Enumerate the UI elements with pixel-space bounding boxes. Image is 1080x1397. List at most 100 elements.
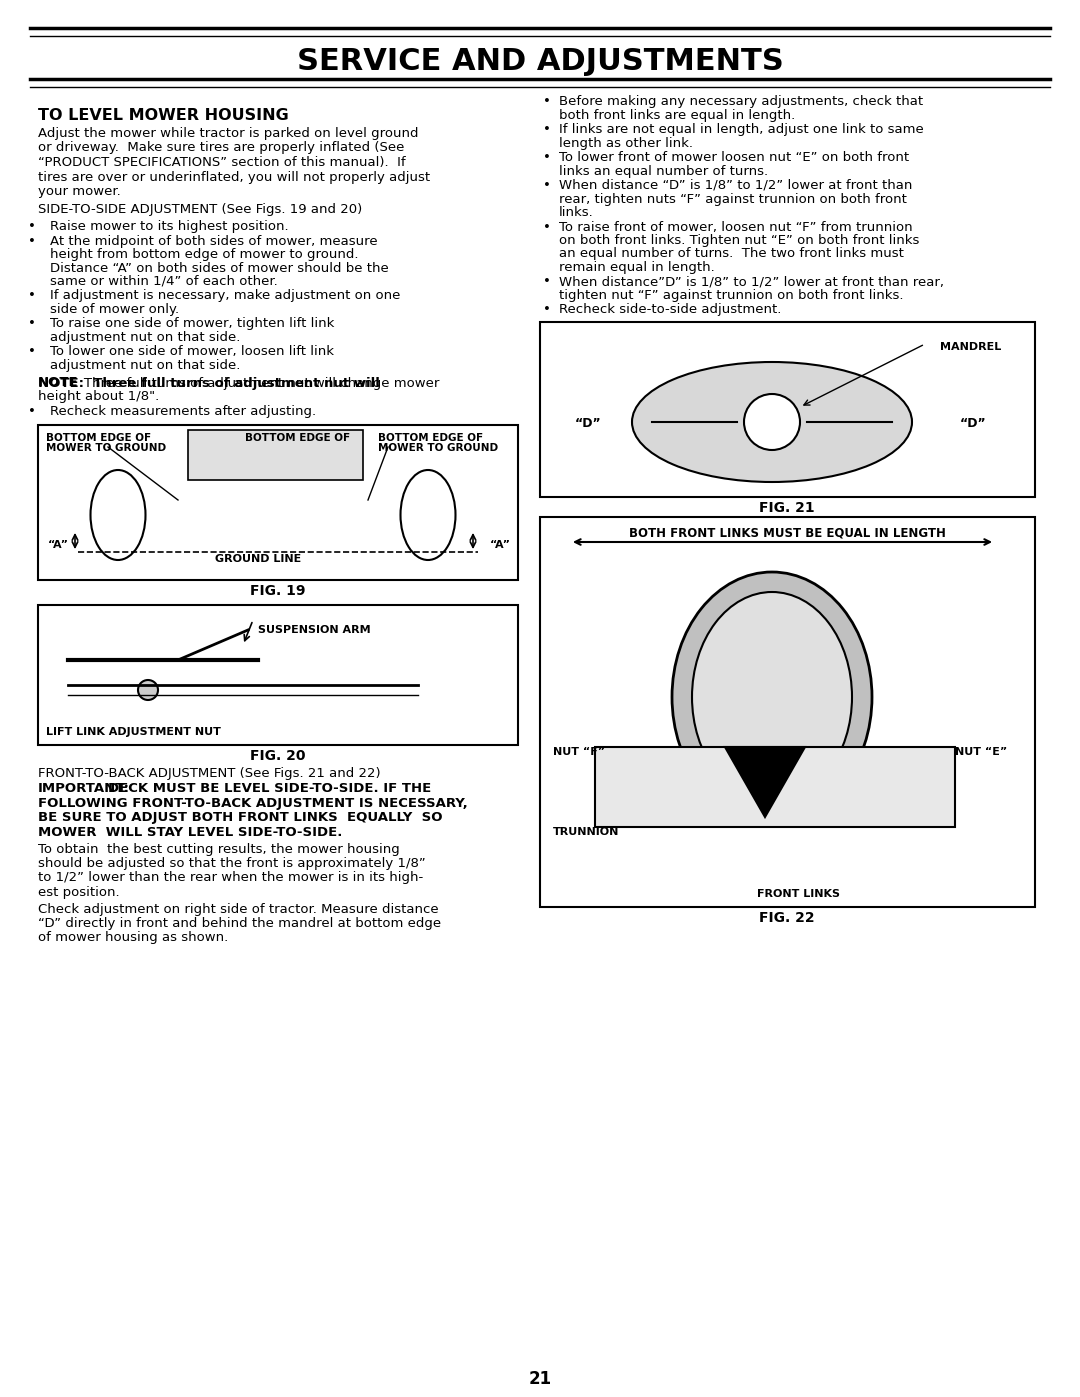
Text: •: •: [543, 151, 551, 163]
Text: BE SURE TO ADJUST BOTH FRONT LINKS  EQUALLY  SO: BE SURE TO ADJUST BOTH FRONT LINKS EQUAL…: [38, 812, 443, 824]
Text: TRUNNION: TRUNNION: [553, 827, 619, 837]
Text: NUT “F”: NUT “F”: [553, 747, 605, 757]
Text: SIDE-TO-SIDE ADJUSTMENT (See Figs. 19 and 20): SIDE-TO-SIDE ADJUSTMENT (See Figs. 19 an…: [38, 204, 362, 217]
Text: To lower front of mower loosen nut “E” on both front: To lower front of mower loosen nut “E” o…: [559, 151, 909, 163]
Text: FRONT LINKS: FRONT LINKS: [757, 888, 840, 900]
Text: To raise one side of mower, tighten lift link: To raise one side of mower, tighten lift…: [50, 317, 335, 331]
Text: to 1/2” lower than the rear when the mower is in its high-: to 1/2” lower than the rear when the mow…: [38, 872, 423, 884]
Text: DECK MUST BE LEVEL SIDE-TO-SIDE. IF THE: DECK MUST BE LEVEL SIDE-TO-SIDE. IF THE: [108, 782, 431, 795]
Text: When distance”D” is 1/8” to 1/2” lower at front than rear,: When distance”D” is 1/8” to 1/2” lower a…: [559, 275, 944, 289]
Text: or driveway.  Make sure tires are properly inflated (See: or driveway. Make sure tires are properl…: [38, 141, 404, 155]
Text: •: •: [28, 235, 36, 247]
Bar: [595, 747, 955, 827]
Text: •: •: [543, 221, 551, 233]
Text: IMPORTANT:: IMPORTANT:: [38, 782, 130, 795]
Text: •: •: [543, 303, 551, 317]
Circle shape: [138, 680, 158, 700]
Text: If adjustment is necessary, make adjustment on one: If adjustment is necessary, make adjustm…: [50, 289, 401, 303]
Text: of mower housing as shown.: of mower housing as shown.: [38, 932, 228, 944]
Text: length as other link.: length as other link.: [559, 137, 693, 149]
Text: •: •: [543, 179, 551, 191]
Text: •: •: [28, 317, 36, 331]
Text: •: •: [543, 275, 551, 289]
Bar: [38, 605, 518, 745]
Text: BOTH FRONT LINKS MUST BE EQUAL IN LENGTH: BOTH FRONT LINKS MUST BE EQUAL IN LENGTH: [629, 527, 945, 541]
Text: BOTTOM EDGE OF: BOTTOM EDGE OF: [245, 433, 351, 443]
Text: same or within 1/4” of each other.: same or within 1/4” of each other.: [50, 275, 278, 288]
Text: NOTE: NOTE: [38, 377, 79, 390]
Text: FIG. 21: FIG. 21: [759, 502, 814, 515]
Text: tighten nut “F” against trunnion on both front links.: tighten nut “F” against trunnion on both…: [559, 289, 904, 302]
Polygon shape: [725, 747, 805, 817]
Bar: [38, 425, 518, 580]
Text: your mower.: your mower.: [38, 184, 121, 198]
Text: adjustment nut on that side.: adjustment nut on that side.: [50, 359, 241, 372]
Text: MOWER TO GROUND: MOWER TO GROUND: [378, 443, 498, 453]
Text: Distance “A” on both sides of mower should be the: Distance “A” on both sides of mower shou…: [50, 261, 389, 274]
Ellipse shape: [91, 469, 146, 560]
Text: SERVICE AND ADJUSTMENTS: SERVICE AND ADJUSTMENTS: [297, 47, 783, 77]
Text: To raise front of mower, loosen nut “F” from trunnion: To raise front of mower, loosen nut “F” …: [559, 221, 913, 233]
Text: •: •: [543, 95, 551, 108]
Text: Before making any necessary adjustments, check that: Before making any necessary adjustments,…: [559, 95, 923, 108]
Text: MANDREL: MANDREL: [940, 342, 1001, 352]
Text: links.: links.: [559, 205, 594, 219]
Text: adjustment nut on that side.: adjustment nut on that side.: [50, 331, 241, 344]
Bar: [188, 430, 363, 481]
Text: :  Three full turns of adjustment nut will change mower: : Three full turns of adjustment nut wil…: [71, 377, 440, 390]
Text: 21: 21: [528, 1370, 552, 1389]
Text: remain equal in length.: remain equal in length.: [559, 261, 715, 274]
Text: Recheck side-to-side adjustment.: Recheck side-to-side adjustment.: [559, 303, 781, 317]
Text: both front links are equal in length.: both front links are equal in length.: [559, 109, 795, 122]
Text: TO LEVEL MOWER HOUSING: TO LEVEL MOWER HOUSING: [38, 108, 288, 123]
Text: “A”: “A”: [48, 541, 69, 550]
Text: FIG. 22: FIG. 22: [759, 911, 814, 925]
Text: If links are not equal in length, adjust one link to same: If links are not equal in length, adjust…: [559, 123, 923, 136]
Text: MOWER TO GROUND: MOWER TO GROUND: [46, 443, 166, 453]
Text: SUSPENSION ARM: SUSPENSION ARM: [258, 624, 370, 636]
Text: “D”: “D”: [960, 416, 987, 430]
Bar: [540, 321, 1035, 497]
Text: GROUND LINE: GROUND LINE: [215, 555, 301, 564]
Text: BOTTOM EDGE OF: BOTTOM EDGE OF: [46, 433, 151, 443]
Text: est position.: est position.: [38, 886, 120, 900]
Text: •: •: [28, 289, 36, 303]
Text: links an equal number of turns.: links an equal number of turns.: [559, 165, 768, 177]
Text: •: •: [28, 219, 36, 233]
Text: Adjust the mower while tractor is parked on level ground: Adjust the mower while tractor is parked…: [38, 127, 419, 140]
Text: side of mower only.: side of mower only.: [50, 303, 179, 316]
Text: •: •: [543, 123, 551, 136]
Bar: [540, 517, 1035, 907]
Text: FIG. 19: FIG. 19: [251, 584, 306, 598]
Text: tires are over or underinflated, you will not properly adjust: tires are over or underinflated, you wil…: [38, 170, 430, 183]
Text: “PRODUCT SPECIFICATIONS” section of this manual).  If: “PRODUCT SPECIFICATIONS” section of this…: [38, 156, 406, 169]
Ellipse shape: [632, 362, 912, 482]
Text: Check adjustment on right side of tractor. Measure distance: Check adjustment on right side of tracto…: [38, 902, 438, 915]
Circle shape: [744, 394, 800, 450]
Text: •: •: [28, 345, 36, 359]
Text: To obtain  the best cutting results, the mower housing: To obtain the best cutting results, the …: [38, 842, 400, 855]
Text: on both front links. Tighten nut “E” on both front links: on both front links. Tighten nut “E” on …: [559, 235, 919, 247]
Text: •: •: [28, 405, 36, 419]
Text: Raise mower to its highest position.: Raise mower to its highest position.: [50, 219, 288, 233]
Text: “A”: “A”: [490, 541, 511, 550]
Text: FIG. 20: FIG. 20: [251, 749, 306, 763]
Ellipse shape: [692, 592, 852, 802]
Ellipse shape: [401, 469, 456, 560]
Text: FRONT-TO-BACK ADJUSTMENT (See Figs. 21 and 22): FRONT-TO-BACK ADJUSTMENT (See Figs. 21 a…: [38, 767, 380, 780]
Ellipse shape: [672, 571, 872, 821]
Text: BOTTOM EDGE OF: BOTTOM EDGE OF: [378, 433, 483, 443]
Text: an equal number of turns.  The two front links must: an equal number of turns. The two front …: [559, 247, 904, 260]
Text: Recheck measurements after adjusting.: Recheck measurements after adjusting.: [50, 405, 316, 419]
Text: When distance “D” is 1/8” to 1/2” lower at front than: When distance “D” is 1/8” to 1/2” lower …: [559, 179, 913, 191]
Text: “D”: “D”: [575, 416, 602, 430]
Text: height about 1/8".: height about 1/8".: [38, 390, 159, 402]
Text: At the midpoint of both sides of mower, measure: At the midpoint of both sides of mower, …: [50, 235, 378, 247]
Text: height from bottom edge of mower to ground.: height from bottom edge of mower to grou…: [50, 249, 359, 261]
Text: LIFT LINK ADJUSTMENT NUT: LIFT LINK ADJUSTMENT NUT: [46, 726, 221, 738]
Text: NOTE:  Three full turns of adjustment nut will: NOTE: Three full turns of adjustment nut…: [38, 377, 380, 390]
Text: “D” directly in front and behind the mandrel at bottom edge: “D” directly in front and behind the man…: [38, 916, 441, 930]
Text: should be adjusted so that the front is approximately 1/8”: should be adjusted so that the front is …: [38, 856, 426, 870]
Text: NUT “E”: NUT “E”: [955, 747, 1008, 757]
Text: FOLLOWING FRONT-TO-BACK ADJUSTMENT IS NECESSARY,: FOLLOWING FRONT-TO-BACK ADJUSTMENT IS NE…: [38, 798, 468, 810]
